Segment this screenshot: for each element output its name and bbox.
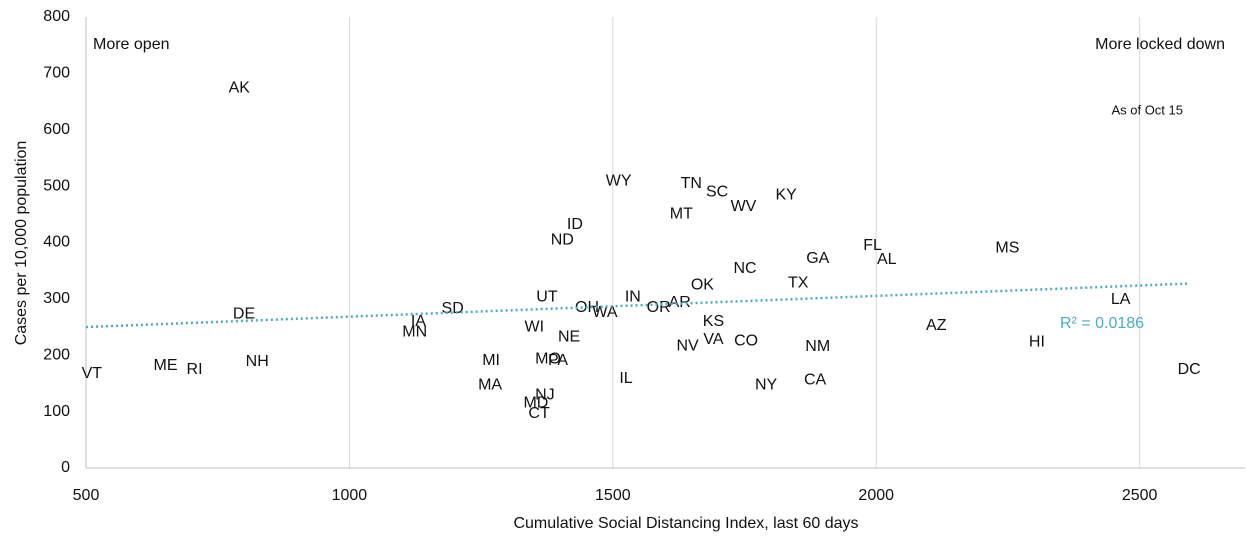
point-label: DE — [233, 305, 255, 322]
point-label: ID — [567, 216, 583, 233]
point-label: MT — [670, 206, 693, 223]
point-label: VA — [703, 331, 723, 348]
point-label: GA — [806, 250, 829, 267]
point-label: RI — [187, 361, 203, 378]
x-tick-label: 500 — [73, 487, 100, 504]
r-squared: R² = 0.0186 — [1060, 315, 1144, 332]
point-label: MO — [535, 350, 561, 367]
point-label: MI — [482, 352, 500, 369]
point-label: OR — [647, 299, 671, 316]
point-label: TN — [681, 175, 702, 192]
annotation: More open — [93, 36, 170, 53]
point-label: TX — [788, 274, 809, 291]
point-label: IL — [619, 370, 632, 387]
point-label: HI — [1029, 334, 1045, 351]
point-label: WA — [592, 304, 618, 321]
point-label: WI — [525, 318, 545, 335]
point-label: NH — [246, 353, 269, 370]
point-label: AR — [669, 294, 691, 311]
point-label: PA — [548, 352, 568, 369]
point-label: KY — [775, 186, 797, 203]
point-label: NV — [677, 337, 700, 354]
point-label: NY — [755, 376, 778, 393]
point-label: SC — [706, 184, 728, 201]
point-label: NM — [805, 338, 830, 355]
point-label: KS — [703, 313, 724, 330]
y-tick-label: 100 — [43, 403, 70, 420]
point-label: NE — [558, 328, 580, 345]
point-label: MA — [478, 376, 502, 393]
point-label: NJ — [535, 386, 555, 403]
x-axis-label: Cumulative Social Distancing Index, last… — [513, 515, 858, 532]
y-tick-label: 400 — [43, 234, 70, 251]
y-tick-label: 300 — [43, 290, 70, 307]
y-tick-label: 800 — [43, 8, 70, 25]
y-tick-label: 200 — [43, 346, 70, 363]
point-label: AL — [877, 251, 897, 268]
point-label: FL — [863, 237, 882, 254]
point-label: MS — [995, 239, 1019, 256]
annotation: As of Oct 15 — [1111, 102, 1183, 117]
trendline — [85, 282, 1188, 329]
x-tick-label: 1500 — [595, 487, 631, 504]
point-label: CT — [528, 405, 550, 422]
x-tick-label: 2000 — [858, 487, 894, 504]
point-label: OK — [691, 277, 714, 294]
point-label: WV — [731, 198, 757, 215]
point-label: AZ — [926, 317, 947, 334]
point-label: SD — [442, 300, 464, 317]
y-tick-label: 600 — [43, 121, 70, 138]
point-label: ME — [154, 357, 178, 374]
point-label: MN — [402, 323, 427, 340]
point-label: VT — [82, 365, 103, 382]
point-label: NC — [733, 260, 756, 277]
point-label: MD — [523, 394, 548, 411]
x-tick-label: 1000 — [332, 487, 368, 504]
y-axis-label: Cases per 10,000 population — [13, 141, 30, 346]
x-tick-label: 2500 — [1122, 487, 1158, 504]
point-label: UT — [536, 288, 558, 305]
y-tick-label: 0 — [61, 459, 70, 476]
point-label: IN — [625, 288, 641, 305]
point-label: LA — [1111, 291, 1131, 308]
point-label: AK — [229, 79, 251, 96]
point-label: CA — [804, 371, 827, 388]
y-tick-label: 700 — [43, 65, 70, 82]
y-tick-label: 500 — [43, 177, 70, 194]
point-label: IA — [411, 313, 426, 330]
annotation: More locked down — [1095, 36, 1225, 53]
point-label: ND — [551, 231, 574, 248]
point-label: WY — [606, 172, 632, 189]
point-label: DC — [1178, 361, 1201, 378]
point-label: CO — [734, 332, 758, 349]
